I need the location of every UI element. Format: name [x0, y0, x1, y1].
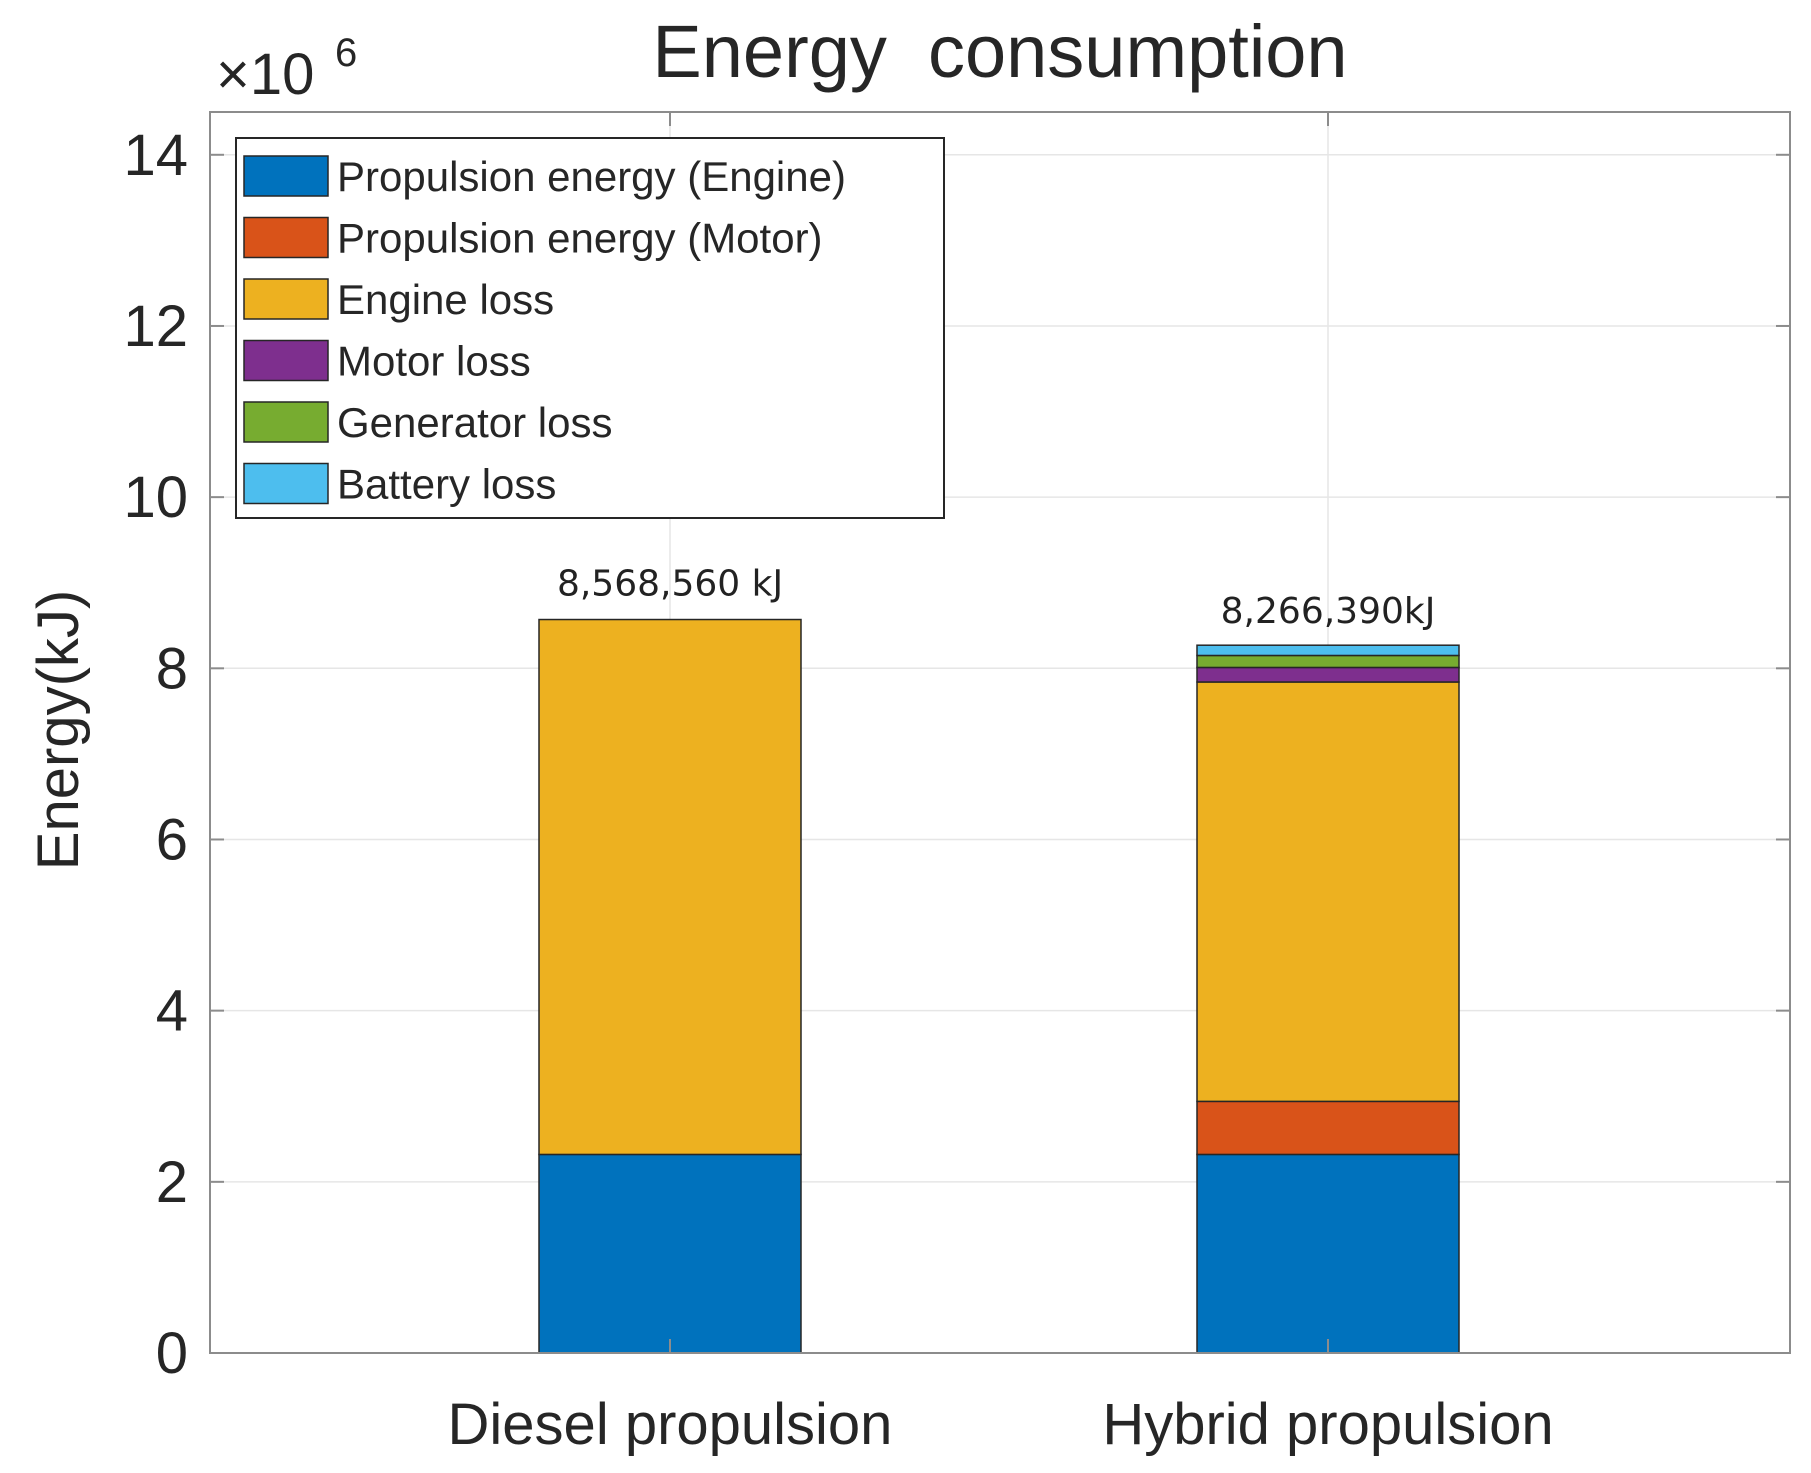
bar-segment — [1196, 1153, 1460, 1354]
legend-swatch — [243, 155, 329, 197]
legend: Propulsion energy (Engine) Propulsion ene… — [235, 137, 945, 519]
legend-entries: Propulsion energy (Engine) Propulsion ene… — [243, 153, 846, 508]
y-exponent-power: 6 — [335, 31, 357, 75]
legend-swatch — [243, 401, 329, 443]
bar-segment — [1196, 666, 1460, 683]
y-tick-label: 2 — [156, 1150, 188, 1215]
bars-layer — [538, 618, 1460, 1354]
bar-segment — [1196, 681, 1460, 1103]
y-tick-label: 4 — [156, 979, 188, 1044]
legend-label: Generator loss — [337, 399, 612, 446]
legend-label: Propulsion energy (Engine) — [337, 153, 846, 200]
y-tick-label: 0 — [156, 1321, 188, 1386]
legend-label: Engine loss — [337, 276, 554, 323]
legend-box — [235, 137, 945, 519]
legend-swatch — [243, 216, 329, 259]
chart-title: Energy consumption — [652, 10, 1347, 93]
bar-segment — [538, 618, 802, 1156]
labels-layer: 8,568,560 kJ 8,266,390kJ — [557, 564, 1435, 633]
plot-frame — [209, 111, 1791, 1354]
y-tick-label: 10 — [123, 465, 188, 530]
legend-label: Battery loss — [337, 461, 556, 508]
bar-segment — [538, 1153, 802, 1354]
legend-label: Propulsion energy (Motor) — [337, 215, 823, 262]
x-tick-label: Hybrid propulsion — [1102, 1392, 1553, 1457]
bar-segment — [1196, 644, 1460, 657]
legend-swatch — [243, 339, 329, 382]
y-exponent-prefix: ×10 — [216, 42, 314, 107]
bar-segment — [1196, 1100, 1460, 1156]
bar-total-label: 8,266,390kJ — [1221, 591, 1436, 632]
legend-label: Motor loss — [337, 338, 531, 385]
y-tick-label: 6 — [156, 807, 188, 872]
y-tick-label: 14 — [123, 123, 188, 188]
ticks-layer: 0 2 4 6 8 10 12 14 Diesel propulsion Hybrid propu… — [123, 112, 1790, 1457]
bar-segment — [1196, 654, 1460, 669]
y-exponent: ×10 6 — [216, 31, 357, 107]
y-tick-label: 12 — [123, 294, 188, 359]
y-tick-label: 8 — [156, 636, 188, 701]
x-tick-label: Diesel propulsion — [448, 1392, 893, 1457]
legend-swatch — [243, 278, 329, 320]
bar-total-label: 8,568,560 kJ — [557, 564, 783, 605]
y-axis-label: Energy(kJ) — [26, 590, 91, 870]
legend-swatch — [243, 462, 329, 505]
